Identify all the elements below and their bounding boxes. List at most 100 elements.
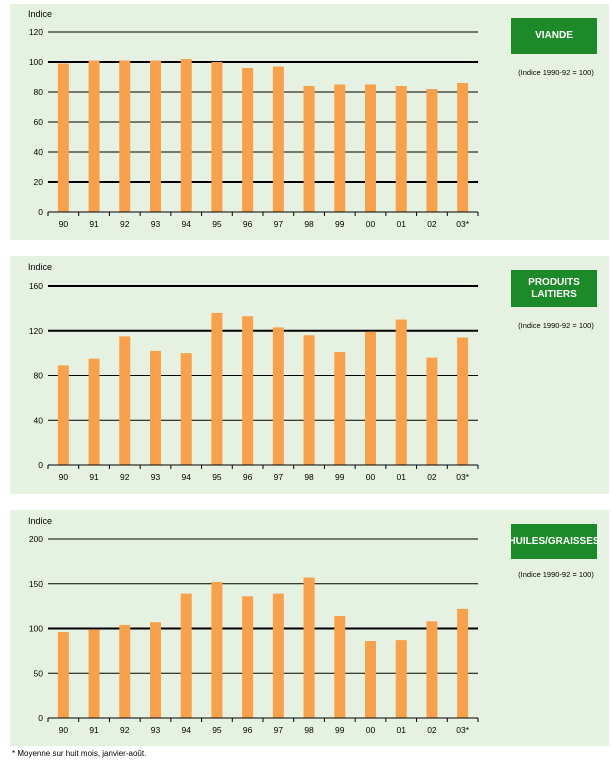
bar [88, 629, 100, 718]
x-tick-label: 90 [59, 725, 69, 735]
chart-panel-huiles-graisses: Indice 0 50 100 150 200 90 91 92 93 94 95 96 97 98 99 0… [10, 510, 609, 746]
bar [365, 84, 376, 212]
bar [457, 83, 469, 212]
bar [395, 319, 407, 465]
bar [365, 641, 376, 718]
index-note: (Indice 1990-92 = 100) [518, 570, 594, 579]
bar [211, 581, 223, 718]
bar [242, 68, 254, 212]
bar-chart-produits-laitiers: 0 40 80 120 160 90 91 92 93 94 95 96 97 98 99 00 01 02 03* [29, 281, 479, 482]
x-tick-label: 97 [274, 472, 284, 482]
bar [57, 63, 69, 212]
chart-panel-produits-laitiers: Indice 0 40 80 120 160 90 91 92 93 94 95 96 97 98 99 00… [10, 256, 609, 494]
x-tick-label: 96 [243, 725, 253, 735]
x-tick-label: 99 [335, 472, 345, 482]
x-tick-label: 03* [456, 219, 469, 229]
x-tick-label: 96 [243, 219, 253, 229]
x-tick-label: 01 [396, 725, 406, 735]
bar-chart-huiles-graisses: 0 50 100 150 200 90 91 92 93 94 95 96 97 98 99 00 01 02 03… [29, 534, 479, 735]
x-tick-label: 02 [427, 219, 437, 229]
bar [334, 84, 346, 212]
y-tick-label: 20 [34, 177, 44, 187]
bar [272, 327, 284, 465]
bar [334, 352, 346, 465]
bar [426, 357, 438, 465]
index-note: (Indice 1990-92 = 100) [518, 68, 594, 77]
bar [272, 66, 284, 212]
bar [57, 365, 69, 465]
y-tick-label: 60 [34, 117, 44, 127]
y-tick-label: 40 [34, 415, 44, 425]
bar [211, 312, 223, 465]
bar [426, 89, 438, 212]
chart-title-badge: PRODUITS LAITIERS [511, 270, 597, 307]
x-tick-label: 92 [120, 472, 130, 482]
footnote: * Moyenne sur huit mois, janvier-août. [12, 749, 147, 758]
bar [395, 640, 407, 718]
bar [88, 60, 100, 212]
bar [180, 353, 192, 465]
bar [150, 622, 161, 718]
x-tick-label: 91 [89, 219, 99, 229]
bar [57, 632, 69, 718]
bar [119, 60, 131, 212]
bar [365, 331, 376, 465]
bar [242, 316, 254, 465]
bar [211, 62, 223, 212]
bar [272, 593, 284, 718]
y-tick-label: 200 [29, 534, 43, 544]
x-tick-label: 00 [366, 472, 376, 482]
bar [242, 596, 254, 718]
y-tick-label: 80 [34, 87, 44, 97]
bar [88, 358, 100, 465]
x-tick-label: 98 [304, 472, 314, 482]
x-tick-label: 90 [59, 219, 69, 229]
x-tick-label: 93 [151, 219, 161, 229]
bar [303, 86, 315, 212]
x-tick-label: 01 [396, 219, 406, 229]
y-tick-label: 150 [29, 579, 43, 589]
x-tick-label: 02 [427, 725, 437, 735]
bar [180, 59, 192, 212]
y-tick-label: 0 [38, 713, 43, 723]
x-tick-label: 01 [396, 472, 406, 482]
x-tick-label: 92 [120, 725, 130, 735]
bar [457, 608, 469, 718]
x-tick-label: 03* [456, 725, 469, 735]
x-tick-label: 94 [181, 219, 191, 229]
bar [150, 350, 161, 465]
bar [334, 615, 346, 718]
y-tick-label: 0 [38, 460, 43, 470]
bar [150, 60, 161, 212]
x-tick-label: 95 [212, 725, 222, 735]
x-tick-label: 02 [427, 472, 437, 482]
x-tick-label: 90 [59, 472, 69, 482]
x-tick-label: 97 [274, 219, 284, 229]
x-tick-label: 99 [335, 725, 345, 735]
bar [119, 336, 131, 465]
y-tick-label: 120 [29, 326, 43, 336]
index-note: (Indice 1990-92 = 100) [518, 321, 594, 330]
x-tick-label: 91 [89, 472, 99, 482]
x-tick-label: 99 [335, 219, 345, 229]
bar [303, 335, 315, 465]
chart-title-badge: VIANDE [511, 18, 597, 54]
y-axis-label: Indice [28, 262, 53, 272]
x-tick-label: 98 [304, 219, 314, 229]
y-tick-label: 120 [29, 27, 43, 37]
y-tick-label: 40 [34, 147, 44, 157]
x-tick-label: 96 [243, 472, 253, 482]
bar [180, 593, 192, 718]
y-tick-label: 100 [29, 624, 43, 634]
x-tick-label: 94 [181, 472, 191, 482]
bar [395, 86, 407, 212]
x-tick-label: 98 [304, 725, 314, 735]
bar [119, 624, 131, 718]
x-tick-label: 03* [456, 472, 469, 482]
x-tick-label: 00 [366, 219, 376, 229]
y-tick-label: 100 [29, 57, 43, 67]
bar [457, 337, 469, 465]
y-tick-label: 160 [29, 281, 43, 291]
x-tick-label: 00 [366, 725, 376, 735]
